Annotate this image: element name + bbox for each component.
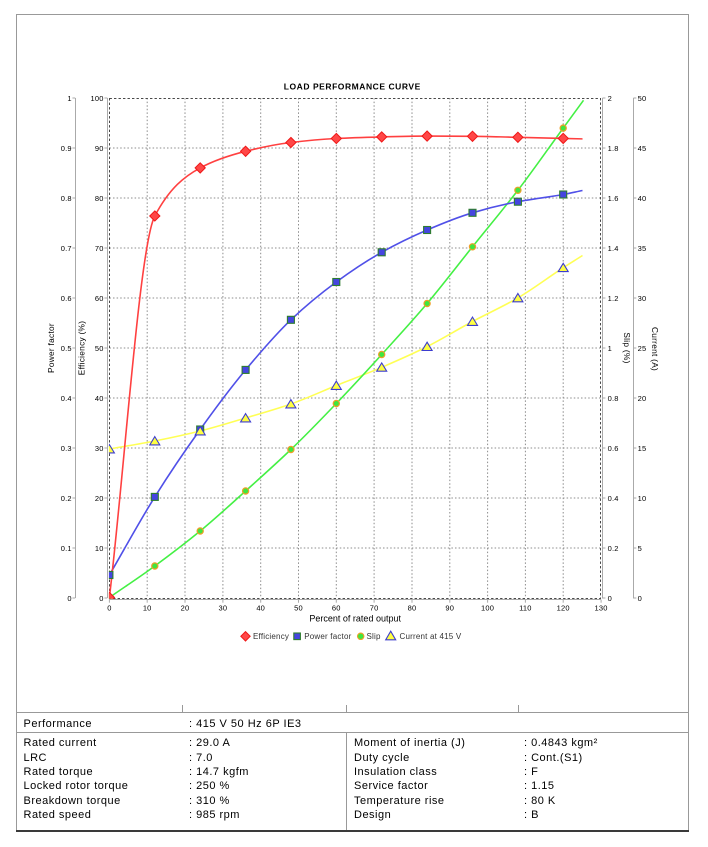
svg-text:1.2: 1.2 [608,294,619,303]
svg-text:LOAD PERFORMANCE CURVE: LOAD PERFORMANCE CURVE [284,81,421,91]
svg-text:100: 100 [481,604,494,613]
svg-text:10: 10 [143,604,152,613]
svg-text:0.4: 0.4 [61,394,72,403]
svg-text:Efficiency: Efficiency [253,632,289,641]
svg-text:Slip (%): Slip (%) [622,332,632,363]
svg-text:Current (A): Current (A) [650,327,660,371]
svg-text:70: 70 [370,604,379,613]
svg-text:10: 10 [95,544,104,553]
svg-text:30: 30 [95,444,104,453]
svg-text:Power factor: Power factor [46,323,56,373]
svg-text:20: 20 [638,394,647,403]
svg-text:1.8: 1.8 [608,144,619,153]
svg-text:60: 60 [95,294,104,303]
svg-text:80: 80 [95,194,104,203]
svg-text:40: 40 [95,394,104,403]
svg-text:25: 25 [638,344,647,353]
svg-text:Power factor: Power factor [304,632,351,641]
svg-text:0.2: 0.2 [61,494,72,503]
svg-text:40: 40 [638,194,647,203]
svg-text:120: 120 [557,604,570,613]
svg-text:0: 0 [67,594,71,603]
svg-text:2: 2 [608,94,612,103]
svg-text:100: 100 [90,94,103,103]
svg-text:80: 80 [408,604,417,613]
svg-text:20: 20 [181,604,190,613]
svg-text:110: 110 [519,604,532,613]
svg-text:1.6: 1.6 [608,194,619,203]
svg-text:Slip: Slip [367,632,381,641]
svg-text:0: 0 [99,594,103,603]
svg-text:50: 50 [294,604,303,613]
svg-text:0.1: 0.1 [61,544,72,553]
svg-text:Efficiency (%): Efficiency (%) [76,321,86,375]
svg-text:35: 35 [638,244,647,253]
svg-text:0.8: 0.8 [61,194,72,203]
svg-text:0: 0 [638,594,642,603]
svg-text:60: 60 [332,604,341,613]
svg-text:130: 130 [595,604,608,613]
svg-text:30: 30 [638,294,647,303]
svg-text:0.3: 0.3 [61,444,72,453]
svg-text:Percent of rated output: Percent of rated output [309,614,401,624]
svg-text:90: 90 [95,144,104,153]
svg-text:0.7: 0.7 [61,244,72,253]
svg-text:0: 0 [608,594,612,603]
svg-text:0.6: 0.6 [608,444,619,453]
svg-text:15: 15 [638,444,647,453]
svg-text:1: 1 [67,94,71,103]
svg-text:0: 0 [107,604,111,613]
svg-text:0.4: 0.4 [608,494,619,503]
svg-text:0.2: 0.2 [608,544,619,553]
svg-text:40: 40 [256,604,265,613]
svg-text:0.9: 0.9 [61,144,72,153]
svg-text:0.5: 0.5 [61,344,72,353]
svg-text:50: 50 [638,94,647,103]
svg-text:90: 90 [445,604,454,613]
svg-text:50: 50 [95,344,104,353]
svg-text:5: 5 [638,544,642,553]
svg-text:10: 10 [638,494,647,503]
svg-text:0.6: 0.6 [61,294,72,303]
svg-text:45: 45 [638,144,647,153]
svg-text:0.8: 0.8 [608,394,619,403]
svg-text:1: 1 [608,344,612,353]
svg-text:Current at 415 V: Current at 415 V [400,632,462,641]
svg-text:30: 30 [219,604,228,613]
svg-text:70: 70 [95,244,104,253]
svg-text:20: 20 [95,494,104,503]
svg-text:1.4: 1.4 [608,244,619,253]
